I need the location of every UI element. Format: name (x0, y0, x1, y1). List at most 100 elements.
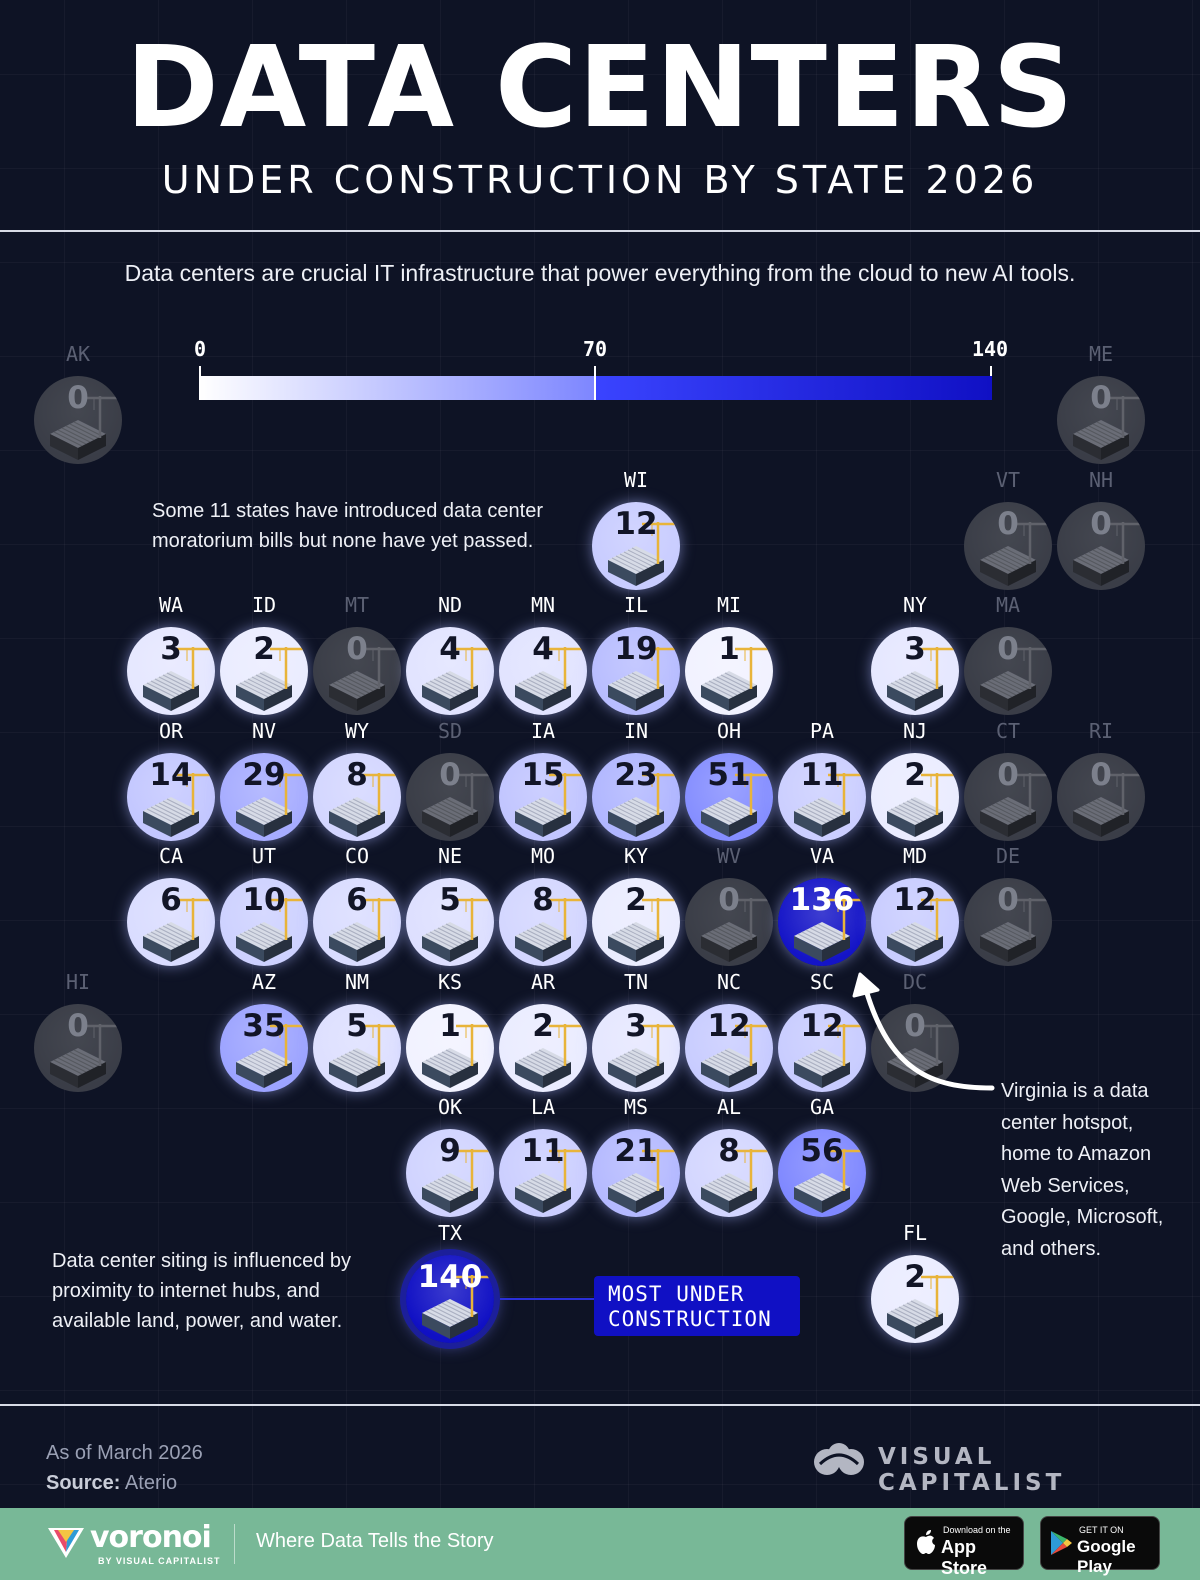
state-label-ct: CT (995, 718, 1021, 743)
data-center-building-icon (236, 898, 304, 962)
state-tile-il[interactable]: 19 (592, 627, 680, 715)
state-tile-pa[interactable]: 11 (778, 752, 866, 841)
state-tile-hi[interactable]: 0 (34, 1003, 122, 1092)
visual-capitalist-brand[interactable]: VISUAL CAPITALIST (812, 1440, 1152, 1496)
state-label-mi: MI (716, 593, 742, 617)
bar-divider (234, 1524, 235, 1564)
state-tile-tn[interactable]: 3 (592, 1003, 680, 1092)
app-store-button[interactable]: Download on the App Store (904, 1516, 1024, 1578)
state-tile-md[interactable]: 12 (871, 878, 959, 966)
state-tile-ga[interactable]: 56 (778, 1129, 866, 1217)
state-tile-ky[interactable]: 2 (592, 878, 680, 966)
virginia-note-line: Virginia is a data (1001, 1080, 1149, 1102)
state-tile-nv[interactable]: 29 (220, 752, 308, 841)
data-center-building-icon (515, 1149, 583, 1213)
state-tile-ks[interactable]: 1 (406, 1003, 494, 1092)
voronoi-logo[interactable]: voronoi BY VISUAL CAPITALIST (46, 1518, 226, 1570)
state-tile-nj[interactable]: 2 (871, 752, 959, 841)
state-label-sc: SC (809, 969, 835, 994)
state-tile-ca[interactable]: 6 (127, 878, 215, 966)
state-tile-wi[interactable]: 12 (592, 501, 680, 590)
state-tile-sc[interactable]: 12 (778, 1003, 866, 1092)
state-label-me: ME (1088, 342, 1114, 366)
footer-divider (0, 1404, 1200, 1406)
state-tile-mn[interactable]: 4 (499, 627, 587, 715)
scale-bar-low (200, 376, 595, 400)
state-tile-ny[interactable]: 3 (871, 627, 959, 715)
state-tile-la[interactable]: 11 (499, 1129, 587, 1217)
data-center-building-icon (143, 772, 211, 837)
state-tile-id[interactable]: 2 (220, 627, 308, 715)
state-label-or: OR (158, 718, 184, 743)
state-value-dc: 0 (904, 1007, 926, 1044)
state-value-ct: 0 (997, 756, 1019, 793)
state-label-ok: OK (437, 1095, 463, 1119)
state-tile-mi[interactable]: 1 (685, 627, 773, 715)
state-value-wi: 12 (614, 505, 658, 542)
data-center-building-icon (422, 647, 490, 711)
state-tile-vt[interactable]: 0 (964, 501, 1052, 590)
data-center-building-icon (515, 1023, 583, 1088)
siting-note: Data center siting is influenced by prox… (52, 1246, 351, 1336)
data-center-building-icon (980, 647, 1048, 711)
state-label-tx: TX (437, 1220, 463, 1245)
state-tile-wa[interactable]: 3 (127, 627, 215, 715)
state-tile-ct[interactable]: 0 (964, 752, 1052, 841)
source-value: Aterio (124, 1472, 178, 1494)
state-tile-ne[interactable]: 5 (406, 878, 494, 966)
state-tile-tx[interactable]: 140 (406, 1254, 494, 1343)
state-tile-al[interactable]: 8 (685, 1129, 773, 1217)
state-tile-nm[interactable]: 5 (313, 1003, 401, 1092)
state-tile-fl[interactable]: 2 (871, 1254, 959, 1343)
bottom-bar: voronoi BY VISUAL CAPITALIST Where Data … (0, 1508, 1200, 1580)
state-value-wa: 3 (160, 631, 182, 667)
state-value-ne: 5 (439, 882, 461, 918)
data-center-building-icon (701, 772, 769, 837)
state-tile-in[interactable]: 23 (592, 752, 680, 841)
state-tile-or[interactable]: 14 (127, 752, 215, 841)
state-tile-ak[interactable]: 0 (34, 376, 122, 464)
state-label-wy: WY (344, 718, 370, 743)
color-scale-legend: 0 70 140 (194, 337, 1008, 400)
state-tile-nd[interactable]: 4 (406, 627, 494, 715)
state-tile-wy[interactable]: 8 (313, 752, 401, 841)
virginia-note-line: Google, Microsoft, (1001, 1206, 1164, 1228)
state-tile-oh[interactable]: 51 (685, 752, 773, 841)
app-store-big-text: App Store (941, 1537, 988, 1578)
state-tile-ar[interactable]: 2 (499, 1003, 587, 1092)
state-value-ms: 21 (614, 1133, 658, 1169)
data-center-building-icon (701, 898, 769, 962)
state-value-ok: 9 (439, 1133, 461, 1169)
data-center-building-icon (329, 1023, 397, 1088)
state-tile-va[interactable]: 136 (778, 878, 866, 966)
state-value-ak: 0 (67, 380, 89, 416)
moratorium-note: Some 11 states have introduced data cent… (152, 496, 543, 556)
state-label-dc: DC (902, 969, 928, 994)
data-center-building-icon (329, 772, 397, 837)
state-tile-mt[interactable]: 0 (313, 627, 401, 715)
source-line: Source: Aterio (46, 1468, 203, 1498)
data-center-building-icon (608, 1149, 676, 1213)
state-value-fl: 2 (904, 1258, 926, 1295)
state-tile-sd[interactable]: 0 (406, 752, 494, 841)
state-tile-ri[interactable]: 0 (1057, 752, 1145, 841)
state-tile-wv[interactable]: 0 (685, 878, 773, 966)
state-label-ms: MS (623, 1095, 649, 1119)
state-tile-az[interactable]: 35 (220, 1003, 308, 1092)
state-label-ca: CA (158, 844, 184, 868)
state-tile-ut[interactable]: 10 (220, 878, 308, 966)
state-tile-ma[interactable]: 0 (964, 627, 1052, 715)
state-tile-mo[interactable]: 8 (499, 878, 587, 966)
state-tile-ok[interactable]: 9 (406, 1129, 494, 1217)
state-tile-me[interactable]: 0 (1057, 376, 1145, 464)
state-tile-nc[interactable]: 12 (685, 1003, 773, 1092)
state-tile-nh[interactable]: 0 (1057, 501, 1145, 590)
state-label-oh: OH (716, 718, 742, 743)
state-tile-de[interactable]: 0 (964, 878, 1052, 966)
data-center-building-icon (608, 647, 676, 711)
state-tile-ms[interactable]: 21 (592, 1129, 680, 1217)
state-tile-ia[interactable]: 15 (499, 752, 587, 841)
google-play-button[interactable]: GET IT ON Google Play (1040, 1516, 1160, 1576)
state-label-ar: AR (530, 969, 556, 994)
state-tile-co[interactable]: 6 (313, 878, 401, 966)
